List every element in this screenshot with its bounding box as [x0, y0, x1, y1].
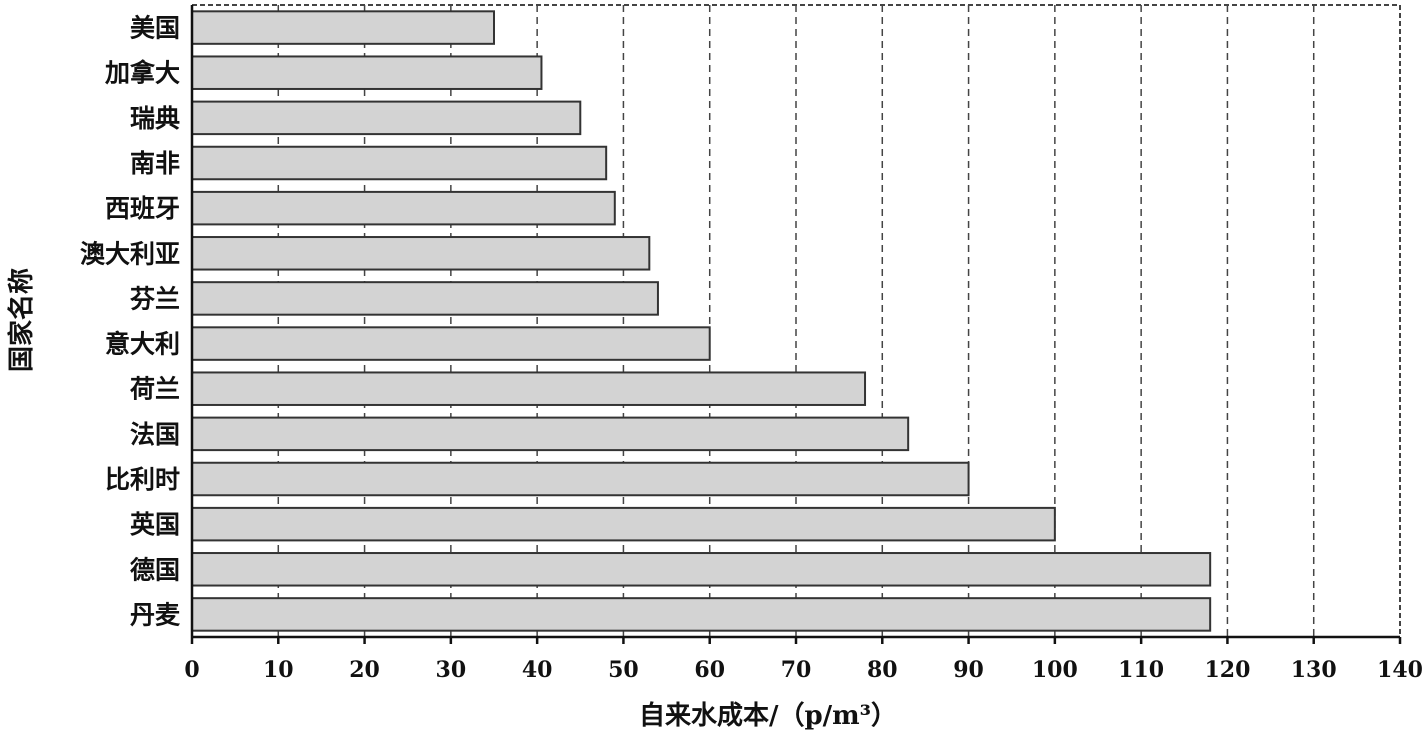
bar	[191, 145, 608, 181]
x-tick-label: 30	[436, 657, 467, 683]
bar	[191, 552, 1212, 587]
bar	[191, 461, 970, 497]
category-label: 比利时	[105, 465, 180, 494]
x-tick-label: 120	[1204, 657, 1250, 683]
x-tick-label: 70	[781, 657, 812, 683]
x-tick-label: 20	[349, 657, 380, 683]
bar	[191, 371, 867, 406]
bar	[191, 281, 659, 316]
bar	[191, 326, 711, 361]
bar	[191, 55, 543, 90]
category-label: 加拿大	[104, 59, 180, 88]
category-label: 荷兰	[130, 375, 180, 404]
bar	[191, 597, 1212, 632]
bar	[191, 416, 910, 452]
grid-lines	[277, 5, 1315, 637]
x-tick-label: 0	[184, 657, 199, 683]
x-tick-label: 60	[694, 657, 725, 683]
x-tick-label: 10	[263, 657, 294, 683]
y-axis-title: 国家名称	[6, 268, 37, 372]
category-label: 芬兰	[130, 284, 180, 313]
x-tick-label: 80	[867, 657, 898, 683]
category-label: 瑞典	[130, 104, 180, 133]
x-tick-label: 140	[1377, 657, 1423, 683]
x-tick-label: 90	[953, 657, 984, 683]
bar	[191, 100, 582, 136]
category-label: 美国	[130, 14, 180, 43]
category-label: 英国	[130, 510, 180, 539]
x-axis-title: 自来水成本/（p/m³）	[639, 700, 897, 731]
x-tick-labels: 0 10 20 30 40 50 60 70 80 90 100 110 120 130 140	[184, 637, 1423, 683]
category-label: 西班牙	[105, 194, 180, 223]
category-label: 澳大利亚	[80, 239, 180, 268]
category-label: 法国	[130, 420, 180, 449]
x-tick-label: 50	[608, 657, 639, 683]
category-label: 意大利	[105, 330, 180, 359]
bar	[191, 10, 495, 45]
x-tick-label: 130	[1291, 657, 1337, 683]
x-tick-label: 110	[1118, 657, 1164, 683]
x-tick-label: 40	[522, 657, 553, 683]
bar	[191, 236, 651, 271]
bars	[191, 10, 1212, 632]
bar	[191, 506, 1056, 542]
category-label: 德国	[130, 555, 180, 584]
category-label: 南非	[130, 149, 180, 178]
bar	[191, 190, 616, 226]
x-tick-label: 100	[1032, 657, 1078, 683]
category-label: 丹麦	[130, 600, 181, 629]
